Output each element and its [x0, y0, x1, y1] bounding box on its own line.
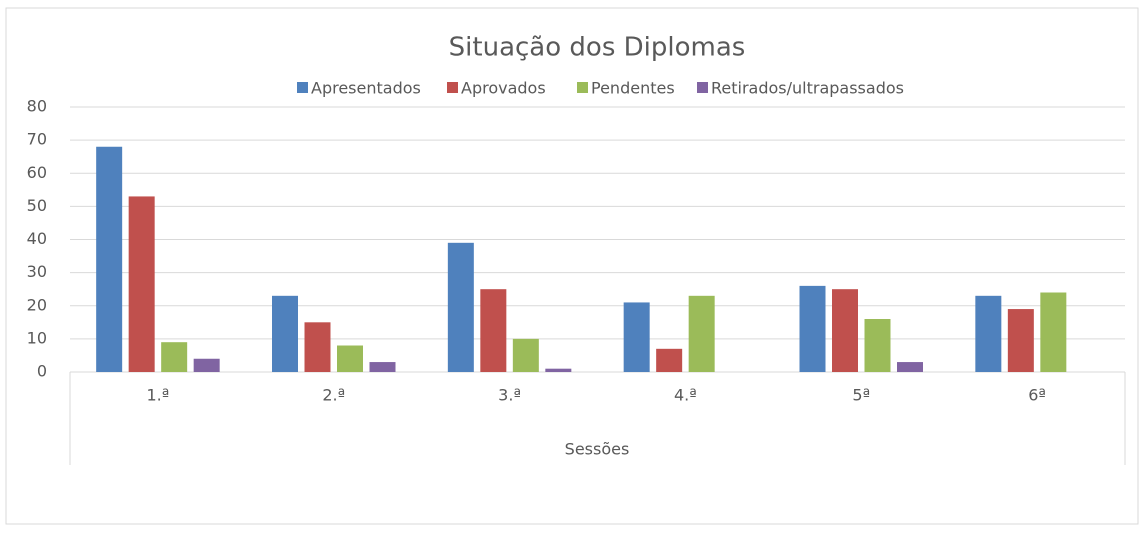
y-tick-label: 80 — [27, 97, 47, 116]
y-tick-label: 50 — [27, 196, 47, 215]
bar — [304, 322, 331, 372]
x-tick-label: 6ª — [1028, 386, 1046, 405]
legend-label: Aprovados — [461, 79, 546, 98]
y-tick-label: 60 — [27, 163, 47, 182]
chart-title: Situação dos Diplomas — [449, 33, 746, 63]
bar — [656, 348, 683, 372]
bar — [96, 146, 123, 372]
x-tick-label: 1.ª — [147, 386, 170, 405]
x-tick-label: 5ª — [852, 386, 870, 405]
legend-label: Pendentes — [591, 79, 675, 98]
bar — [480, 289, 507, 372]
bar — [545, 368, 572, 372]
bar — [799, 285, 826, 372]
y-tick-label: 30 — [27, 262, 47, 281]
bar — [864, 319, 891, 372]
legend-label: Apresentados — [311, 79, 421, 98]
bar — [623, 302, 650, 372]
bar — [832, 289, 858, 372]
legend-swatch — [447, 82, 458, 93]
bar — [897, 362, 923, 372]
legend-label: Retirados/ultrapassados — [711, 79, 904, 98]
bar — [1040, 292, 1067, 372]
x-axis-title: Sessões — [565, 440, 630, 459]
bar — [975, 295, 1002, 372]
bar — [688, 295, 715, 372]
bar — [512, 338, 539, 372]
chart-border — [5, 7, 1139, 525]
bar — [128, 196, 155, 372]
legend-swatch — [577, 82, 588, 93]
legend-swatch — [697, 82, 708, 93]
bar — [193, 358, 220, 372]
bar — [337, 345, 363, 372]
bar — [447, 242, 474, 372]
bar — [272, 295, 298, 372]
x-tick-label: 3.ª — [498, 386, 521, 405]
bar — [1007, 309, 1034, 372]
legend-swatch — [297, 82, 308, 93]
x-tick-label: 4.ª — [674, 386, 697, 405]
y-tick-label: 0 — [37, 362, 47, 381]
bar — [161, 342, 188, 372]
y-tick-label: 70 — [27, 130, 47, 149]
bar — [369, 362, 396, 372]
y-tick-label: 20 — [27, 295, 47, 314]
y-tick-label: 40 — [27, 229, 47, 248]
y-tick-label: 10 — [27, 328, 47, 347]
x-tick-label: 2.ª — [322, 386, 345, 405]
